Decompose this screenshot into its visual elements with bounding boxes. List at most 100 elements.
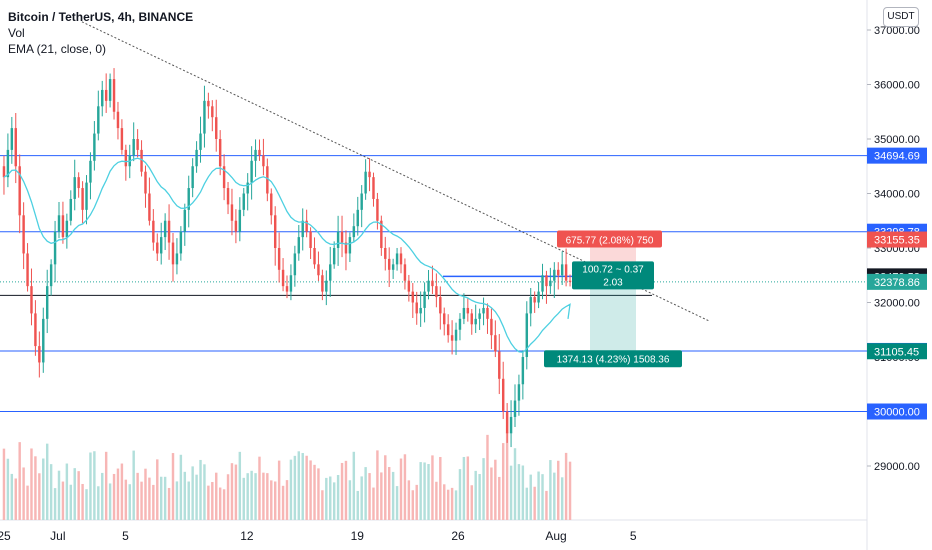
volume-bar: [317, 468, 320, 520]
candle-body: [281, 269, 285, 287]
stop-label: 675.77 (2.08%) 750: [566, 236, 654, 247]
candle-body: [61, 215, 65, 238]
candle-body: [458, 318, 462, 330]
candle-body: [541, 275, 544, 292]
volume-bar: [258, 456, 261, 520]
volume-bar: [332, 482, 336, 520]
candle-body: [246, 182, 249, 194]
volume-bar: [344, 460, 348, 520]
volume-bar: [175, 481, 179, 520]
volume-bar: [136, 472, 139, 520]
level-price-tag: [867, 147, 927, 164]
volume-bar: [454, 490, 458, 520]
candle-body: [325, 280, 328, 292]
candle-body: [317, 264, 320, 276]
volume-bar: [297, 451, 301, 520]
volume-bar: [207, 485, 210, 520]
candle-body: [501, 378, 505, 412]
candle-body: [191, 166, 194, 189]
price-tick-label: 37000.00: [874, 25, 920, 37]
ema-indicator-label[interactable]: EMA (21, close, 0): [8, 42, 107, 56]
candle-body: [568, 280, 572, 282]
volume-bar: [108, 483, 112, 520]
volume-bar: [439, 456, 442, 520]
volume-bar: [423, 462, 426, 520]
candle-body: [108, 79, 112, 101]
candle-body: [270, 193, 273, 216]
candle-body: [474, 318, 477, 325]
volume-bar: [179, 454, 183, 520]
candle-body: [372, 177, 375, 199]
candle-body: [384, 248, 387, 259]
volume-bar: [501, 443, 505, 520]
volume-indicator-label[interactable]: Vol: [8, 26, 25, 40]
candle-body: [2, 166, 6, 178]
candle-body: [207, 100, 210, 107]
candle-body: [352, 226, 356, 238]
candle-body: [395, 253, 399, 265]
candle-body: [89, 160, 92, 183]
volume-bar: [128, 484, 131, 520]
volume-bar: [93, 451, 96, 520]
symbol-title[interactable]: Bitcoin / TetherUS, 4h, BINANCE: [8, 10, 194, 24]
ema-line: [3, 157, 571, 353]
volume-bar: [30, 448, 33, 520]
candle-body: [509, 416, 513, 434]
volume-bar: [431, 455, 434, 520]
volume-bar: [435, 481, 438, 520]
candle-body: [254, 149, 257, 161]
volume-bar: [222, 489, 226, 520]
volume-bar: [152, 484, 155, 520]
candle-body: [10, 128, 14, 150]
candle-body: [293, 253, 297, 276]
price-axis-tag-label: 31105.45: [874, 346, 919, 358]
volume-bar: [124, 479, 128, 520]
candle-body: [175, 253, 179, 265]
candle-body: [101, 89, 104, 107]
volume-bar: [301, 453, 304, 520]
price-tick-label: 29000.00: [874, 461, 920, 473]
volume-bar: [340, 462, 344, 520]
volume-bar: [215, 472, 218, 520]
candle-body: [156, 242, 159, 254]
candle-body: [49, 264, 53, 287]
currency-button[interactable]: USDT: [883, 7, 919, 27]
candle-body: [81, 188, 84, 210]
volume-bar: [557, 460, 560, 520]
candle-body: [557, 269, 560, 276]
price-axis-tag: [867, 273, 927, 290]
time-tick-label: Jul: [50, 529, 65, 543]
candle-body: [368, 171, 371, 178]
candle-body: [537, 291, 540, 303]
volume-bar: [533, 486, 536, 520]
candle-body: [490, 318, 493, 336]
candle-body: [112, 79, 116, 112]
candle-body: [148, 193, 151, 221]
candle-body: [446, 324, 450, 336]
volume-bar: [564, 452, 568, 520]
volume-bar: [494, 459, 497, 520]
volume-bar: [336, 475, 340, 520]
volume-bar: [309, 460, 312, 520]
volume-bar: [505, 432, 509, 520]
target-label-box: [544, 350, 682, 368]
candle-body: [470, 313, 473, 325]
volume-bar: [490, 467, 493, 520]
volume-bar: [325, 477, 328, 520]
price-axis-tag-label: 33155.35: [874, 235, 920, 247]
ratio-label-box: [572, 261, 654, 290]
candle-body: [336, 231, 340, 248]
volume-bar: [293, 455, 297, 520]
volume-bar: [14, 478, 17, 520]
volume-bar: [89, 452, 92, 520]
volume-bar: [77, 471, 80, 520]
volume-bar: [69, 484, 73, 520]
volume-bar: [234, 464, 238, 520]
candle-body: [297, 237, 301, 254]
volume-bar: [211, 482, 214, 520]
volume-bar: [443, 484, 446, 520]
candle-body: [321, 275, 324, 292]
candle-body: [376, 198, 379, 221]
price-tick-label: 32000.00: [874, 298, 920, 310]
